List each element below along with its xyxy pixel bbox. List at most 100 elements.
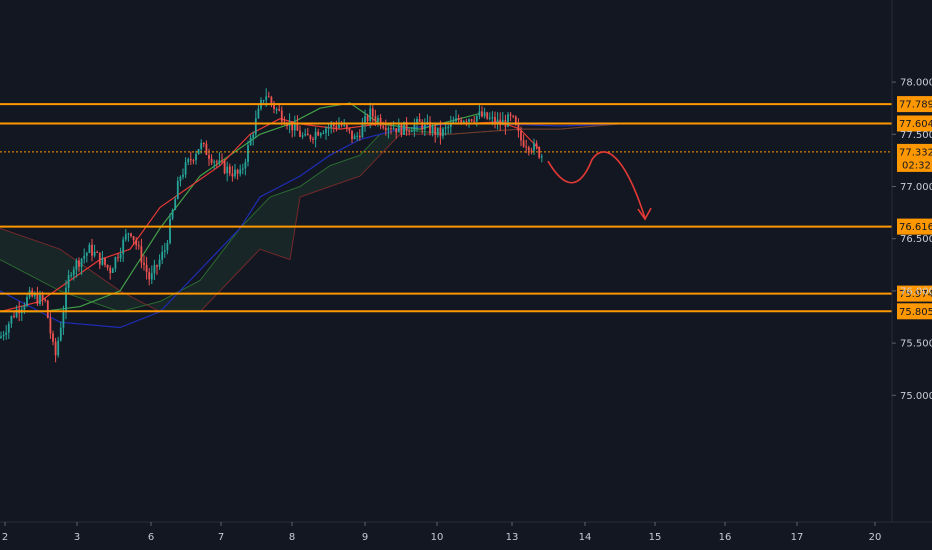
price-tick-label: 75.500 (900, 339, 932, 350)
price-level-badge (897, 303, 932, 320)
candle-body (421, 121, 424, 130)
candle-body (130, 233, 132, 237)
candle-body (361, 124, 364, 138)
candle-body (93, 252, 96, 256)
candle-body (98, 252, 101, 265)
candle-body (379, 117, 382, 126)
time-tick-label: 20 (869, 532, 882, 543)
candle-body (304, 133, 307, 136)
candle-body (267, 96, 270, 98)
candle-body (434, 126, 437, 135)
span-b-line (0, 123, 621, 313)
time-tick-label: 14 (579, 532, 592, 543)
candle-body (343, 124, 346, 126)
candle-body (135, 240, 138, 246)
candle-body (351, 130, 353, 140)
candle-body (158, 259, 161, 267)
price-levels: 77.789 77.604 76.616 75.974 75.805 77.332 02:3… (0, 96, 932, 320)
candle-body (208, 154, 210, 159)
candle-body (512, 115, 515, 117)
candle-body (462, 121, 465, 123)
candle-body (15, 309, 18, 317)
candle-body (470, 119, 473, 121)
candle-body (78, 260, 80, 267)
candle-body (124, 234, 127, 240)
candle-body (520, 131, 522, 141)
candle-body (314, 131, 317, 140)
candle-body (270, 97, 273, 104)
candle-body (80, 258, 83, 267)
ichimoku-cloud (0, 123, 621, 313)
candle-body (312, 139, 314, 140)
forecast-curve (547, 151, 646, 219)
candle-body (156, 265, 158, 267)
candle-body (306, 133, 309, 136)
candle-body (257, 108, 260, 119)
candle-body (111, 268, 114, 273)
candle-body (507, 114, 509, 127)
candle-body (486, 112, 489, 119)
price-level-badge (897, 218, 932, 235)
candle-body (148, 272, 151, 280)
candle-body (23, 305, 26, 310)
countdown-label: 02:32 (902, 160, 931, 171)
candle-body (114, 257, 117, 269)
candle-body (247, 145, 249, 162)
time-tick-label: 3 (74, 532, 80, 543)
candle-body (0, 336, 2, 338)
candle-body (387, 128, 390, 131)
candle-body (392, 128, 395, 130)
price-tick-label: 76.000 (900, 286, 932, 297)
candle-body (413, 124, 416, 132)
candle-body (187, 159, 190, 163)
candle-body (41, 294, 44, 300)
candle-body (452, 121, 455, 123)
time-axis[interactable]: 2 3 6 7 8 9 10 13 14 15 16 17 20 (0, 521, 932, 543)
candle-body (101, 258, 104, 265)
candle-body (62, 312, 65, 328)
candle-body (517, 124, 520, 131)
time-tick-label: 13 (506, 532, 519, 543)
candle-body (496, 119, 499, 124)
candle-body (431, 126, 434, 134)
candle-body (200, 143, 203, 150)
candle-body (70, 274, 73, 276)
candle-body (161, 251, 164, 260)
candle-body (59, 327, 62, 341)
candle-body (182, 174, 184, 177)
candle-body (169, 218, 171, 244)
time-tick-label: 17 (791, 532, 804, 543)
candle-body (202, 143, 205, 144)
candle-body (348, 128, 351, 131)
candle-body (122, 239, 125, 255)
candle-body (275, 109, 278, 110)
candle-body (67, 275, 70, 288)
candle-body (423, 123, 426, 130)
candle-body (241, 168, 244, 170)
candle-body (533, 143, 535, 151)
time-tick-label: 6 (148, 532, 154, 543)
price-axis[interactable]: 75.000 75.500 76.000 76.500 77.000 77.500 78.0… (891, 0, 932, 522)
candle-body (400, 124, 403, 135)
candle-body (26, 297, 28, 306)
candle-body (460, 120, 463, 123)
candle-body (49, 318, 52, 334)
candle-body (325, 128, 327, 133)
candle-body (540, 156, 543, 158)
candle-body (390, 128, 392, 130)
candle-body (150, 273, 153, 280)
candle-body (465, 121, 468, 123)
candle-body (163, 250, 166, 252)
candle-body (143, 262, 145, 265)
candle-body (85, 252, 88, 256)
candle-body (265, 96, 268, 101)
candle-body (205, 143, 208, 155)
candle-body (127, 233, 130, 235)
candle-body (197, 149, 200, 155)
candle-body (369, 108, 372, 121)
candle-body (119, 254, 122, 259)
time-tick-label: 7 (218, 532, 224, 543)
candle-body (33, 294, 36, 297)
